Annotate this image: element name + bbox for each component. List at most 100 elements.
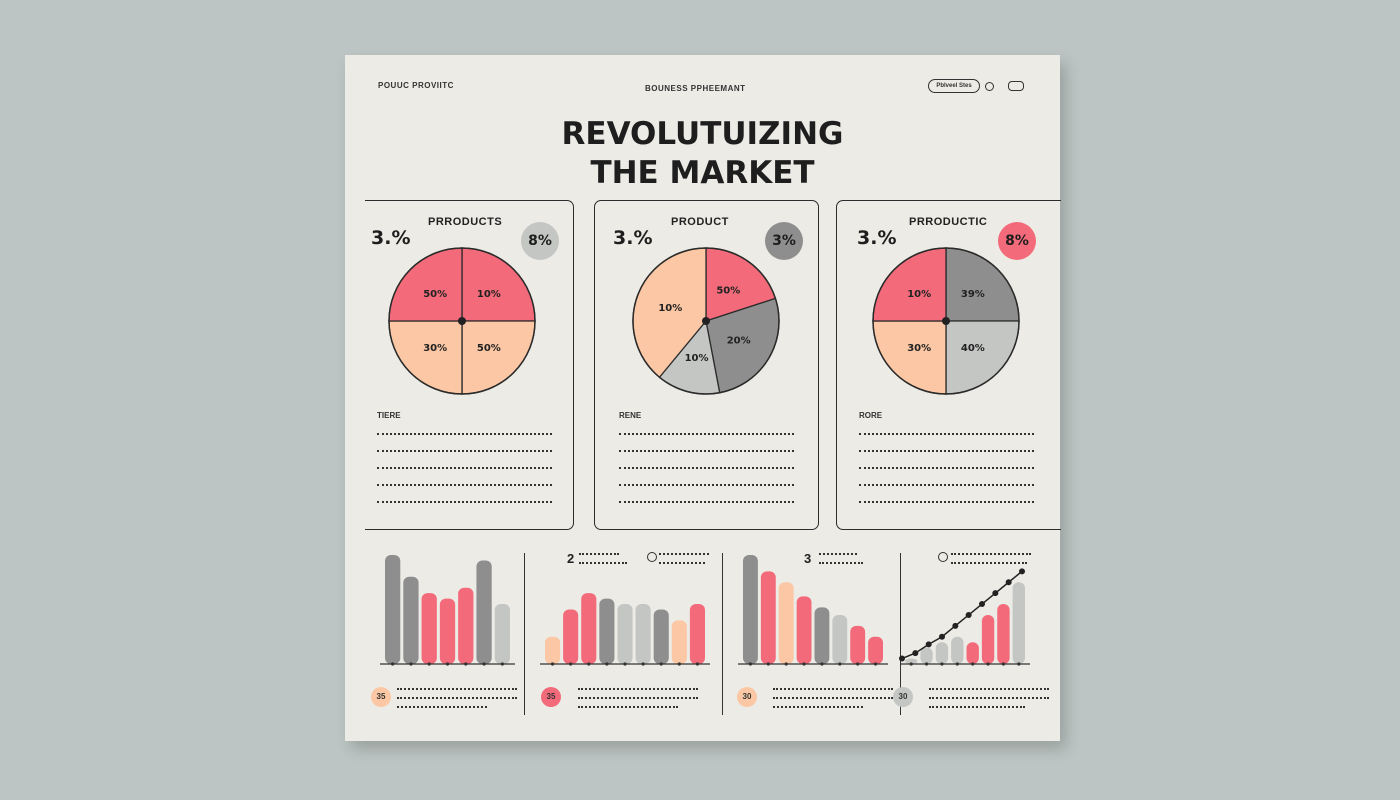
header-pill-button[interactable]: Pblveel Stes bbox=[928, 79, 980, 93]
axis-tick bbox=[955, 662, 959, 666]
pie-center-dot bbox=[458, 317, 466, 325]
bar bbox=[760, 571, 776, 664]
header-left-text: POUUC PROVIITC bbox=[378, 81, 454, 90]
caption-lines bbox=[929, 688, 1049, 715]
chart-caption bbox=[579, 553, 651, 571]
axis-tick bbox=[766, 662, 770, 666]
panel-text-lines bbox=[859, 433, 1034, 518]
bar-line-chart-4 bbox=[899, 568, 1030, 666]
chart-number: 3 bbox=[804, 551, 812, 566]
axis-tick bbox=[587, 662, 591, 666]
pie-slice bbox=[945, 320, 1020, 395]
panel-title: PRRODUCTIC bbox=[909, 216, 988, 228]
axis-tick bbox=[838, 662, 842, 666]
pie-slice bbox=[388, 320, 463, 395]
trend-point bbox=[965, 611, 972, 618]
pie-chart-2: 50% 20% 10% 10% bbox=[632, 247, 780, 395]
bar bbox=[997, 604, 1010, 664]
bar bbox=[966, 642, 979, 664]
slice-label: 10% bbox=[477, 289, 501, 300]
bar-chart-1 bbox=[380, 555, 515, 666]
trend-point bbox=[979, 601, 985, 608]
divider bbox=[900, 553, 901, 715]
trend-line bbox=[901, 570, 1023, 660]
trend-point bbox=[899, 655, 905, 662]
slice-label: 50% bbox=[716, 285, 740, 296]
slice-label: 10% bbox=[658, 303, 682, 314]
bar bbox=[743, 555, 758, 664]
panel-sublabel: TIERE bbox=[377, 411, 401, 420]
pie-slice bbox=[461, 247, 536, 322]
trend-point bbox=[1019, 568, 1025, 575]
axis-tick bbox=[391, 662, 395, 666]
bar bbox=[476, 560, 492, 664]
bar bbox=[635, 604, 651, 664]
bar bbox=[1012, 582, 1025, 664]
chart-caption bbox=[819, 553, 891, 571]
axis-tick bbox=[641, 662, 645, 666]
pie-chart-3: 39% 40% 30% 10% bbox=[872, 247, 1020, 395]
bar bbox=[689, 604, 705, 664]
axis-tick bbox=[427, 662, 431, 666]
pie-slice bbox=[461, 320, 536, 395]
pie-chart-1: 10% 50% 30% 50% bbox=[388, 247, 536, 395]
slice-label: 50% bbox=[477, 343, 501, 354]
bar bbox=[778, 582, 794, 664]
pie-center-dot bbox=[942, 317, 950, 325]
pie-slice bbox=[388, 247, 463, 322]
caption-lines bbox=[397, 688, 517, 715]
axis-tick bbox=[482, 662, 486, 666]
toggle-icon[interactable] bbox=[1008, 81, 1024, 91]
axis-tick bbox=[659, 662, 663, 666]
axis-tick bbox=[986, 662, 990, 666]
bar bbox=[868, 636, 883, 664]
axis-tick bbox=[873, 662, 878, 666]
slice-label: 10% bbox=[685, 353, 709, 364]
axis-tick bbox=[940, 662, 944, 666]
legend-circle-icon bbox=[647, 552, 657, 562]
bottom-charts-row: 2 3 35 35 30 30 bbox=[345, 547, 1060, 727]
panel-stat: 3.% bbox=[857, 227, 897, 249]
pie-outline bbox=[632, 247, 780, 395]
pie-slice bbox=[872, 247, 947, 322]
panel-title: PRODUCT bbox=[671, 216, 729, 228]
axis-tick bbox=[856, 662, 860, 666]
bar bbox=[951, 636, 964, 664]
bar bbox=[581, 593, 597, 664]
axis-tick bbox=[500, 662, 504, 666]
chart-number: 2 bbox=[567, 551, 575, 566]
trend-point bbox=[992, 590, 999, 597]
axis-tick bbox=[569, 662, 573, 666]
product-panel-1: 3.% PRRODUCTS 8% 10% 50% 30% 50% TIERE bbox=[365, 200, 574, 530]
panel-badge: 8% bbox=[521, 222, 559, 260]
bar bbox=[653, 609, 669, 664]
axis-tick bbox=[971, 662, 975, 666]
axis-tick bbox=[409, 662, 413, 666]
panel-text-lines bbox=[377, 433, 552, 518]
bar bbox=[617, 604, 633, 664]
slice-label: 30% bbox=[423, 343, 447, 354]
bar bbox=[439, 598, 456, 664]
bar bbox=[935, 642, 949, 664]
axis-tick bbox=[605, 662, 609, 666]
panel-text-lines bbox=[619, 433, 794, 518]
bar bbox=[545, 636, 561, 664]
header-center-text: BOUNESS PPHEEMANT bbox=[645, 84, 746, 93]
slice-label: 20% bbox=[727, 335, 751, 346]
axis-tick bbox=[802, 662, 806, 666]
bar-chart-2 bbox=[540, 593, 710, 666]
slice-label: 39% bbox=[961, 289, 985, 300]
axis-tick bbox=[445, 662, 450, 666]
circle-icon[interactable] bbox=[985, 82, 994, 91]
slice-label: 10% bbox=[907, 289, 931, 300]
trend-point bbox=[925, 641, 932, 648]
divider bbox=[722, 553, 723, 715]
bar bbox=[385, 555, 401, 664]
stat-badge: 35 bbox=[541, 687, 561, 707]
product-panel-2: 3.% PRODUCT 3% 50% 20% 10% 10% RENE bbox=[594, 200, 819, 530]
panel-badge: 3% bbox=[765, 222, 803, 260]
panel-badge: 8% bbox=[998, 222, 1036, 260]
bar bbox=[814, 607, 830, 664]
product-panel-3: 3.% PRRODUCTIC 8% 39% 40% 30% 10% RORE bbox=[836, 200, 1061, 530]
chart-caption bbox=[951, 553, 1031, 571]
